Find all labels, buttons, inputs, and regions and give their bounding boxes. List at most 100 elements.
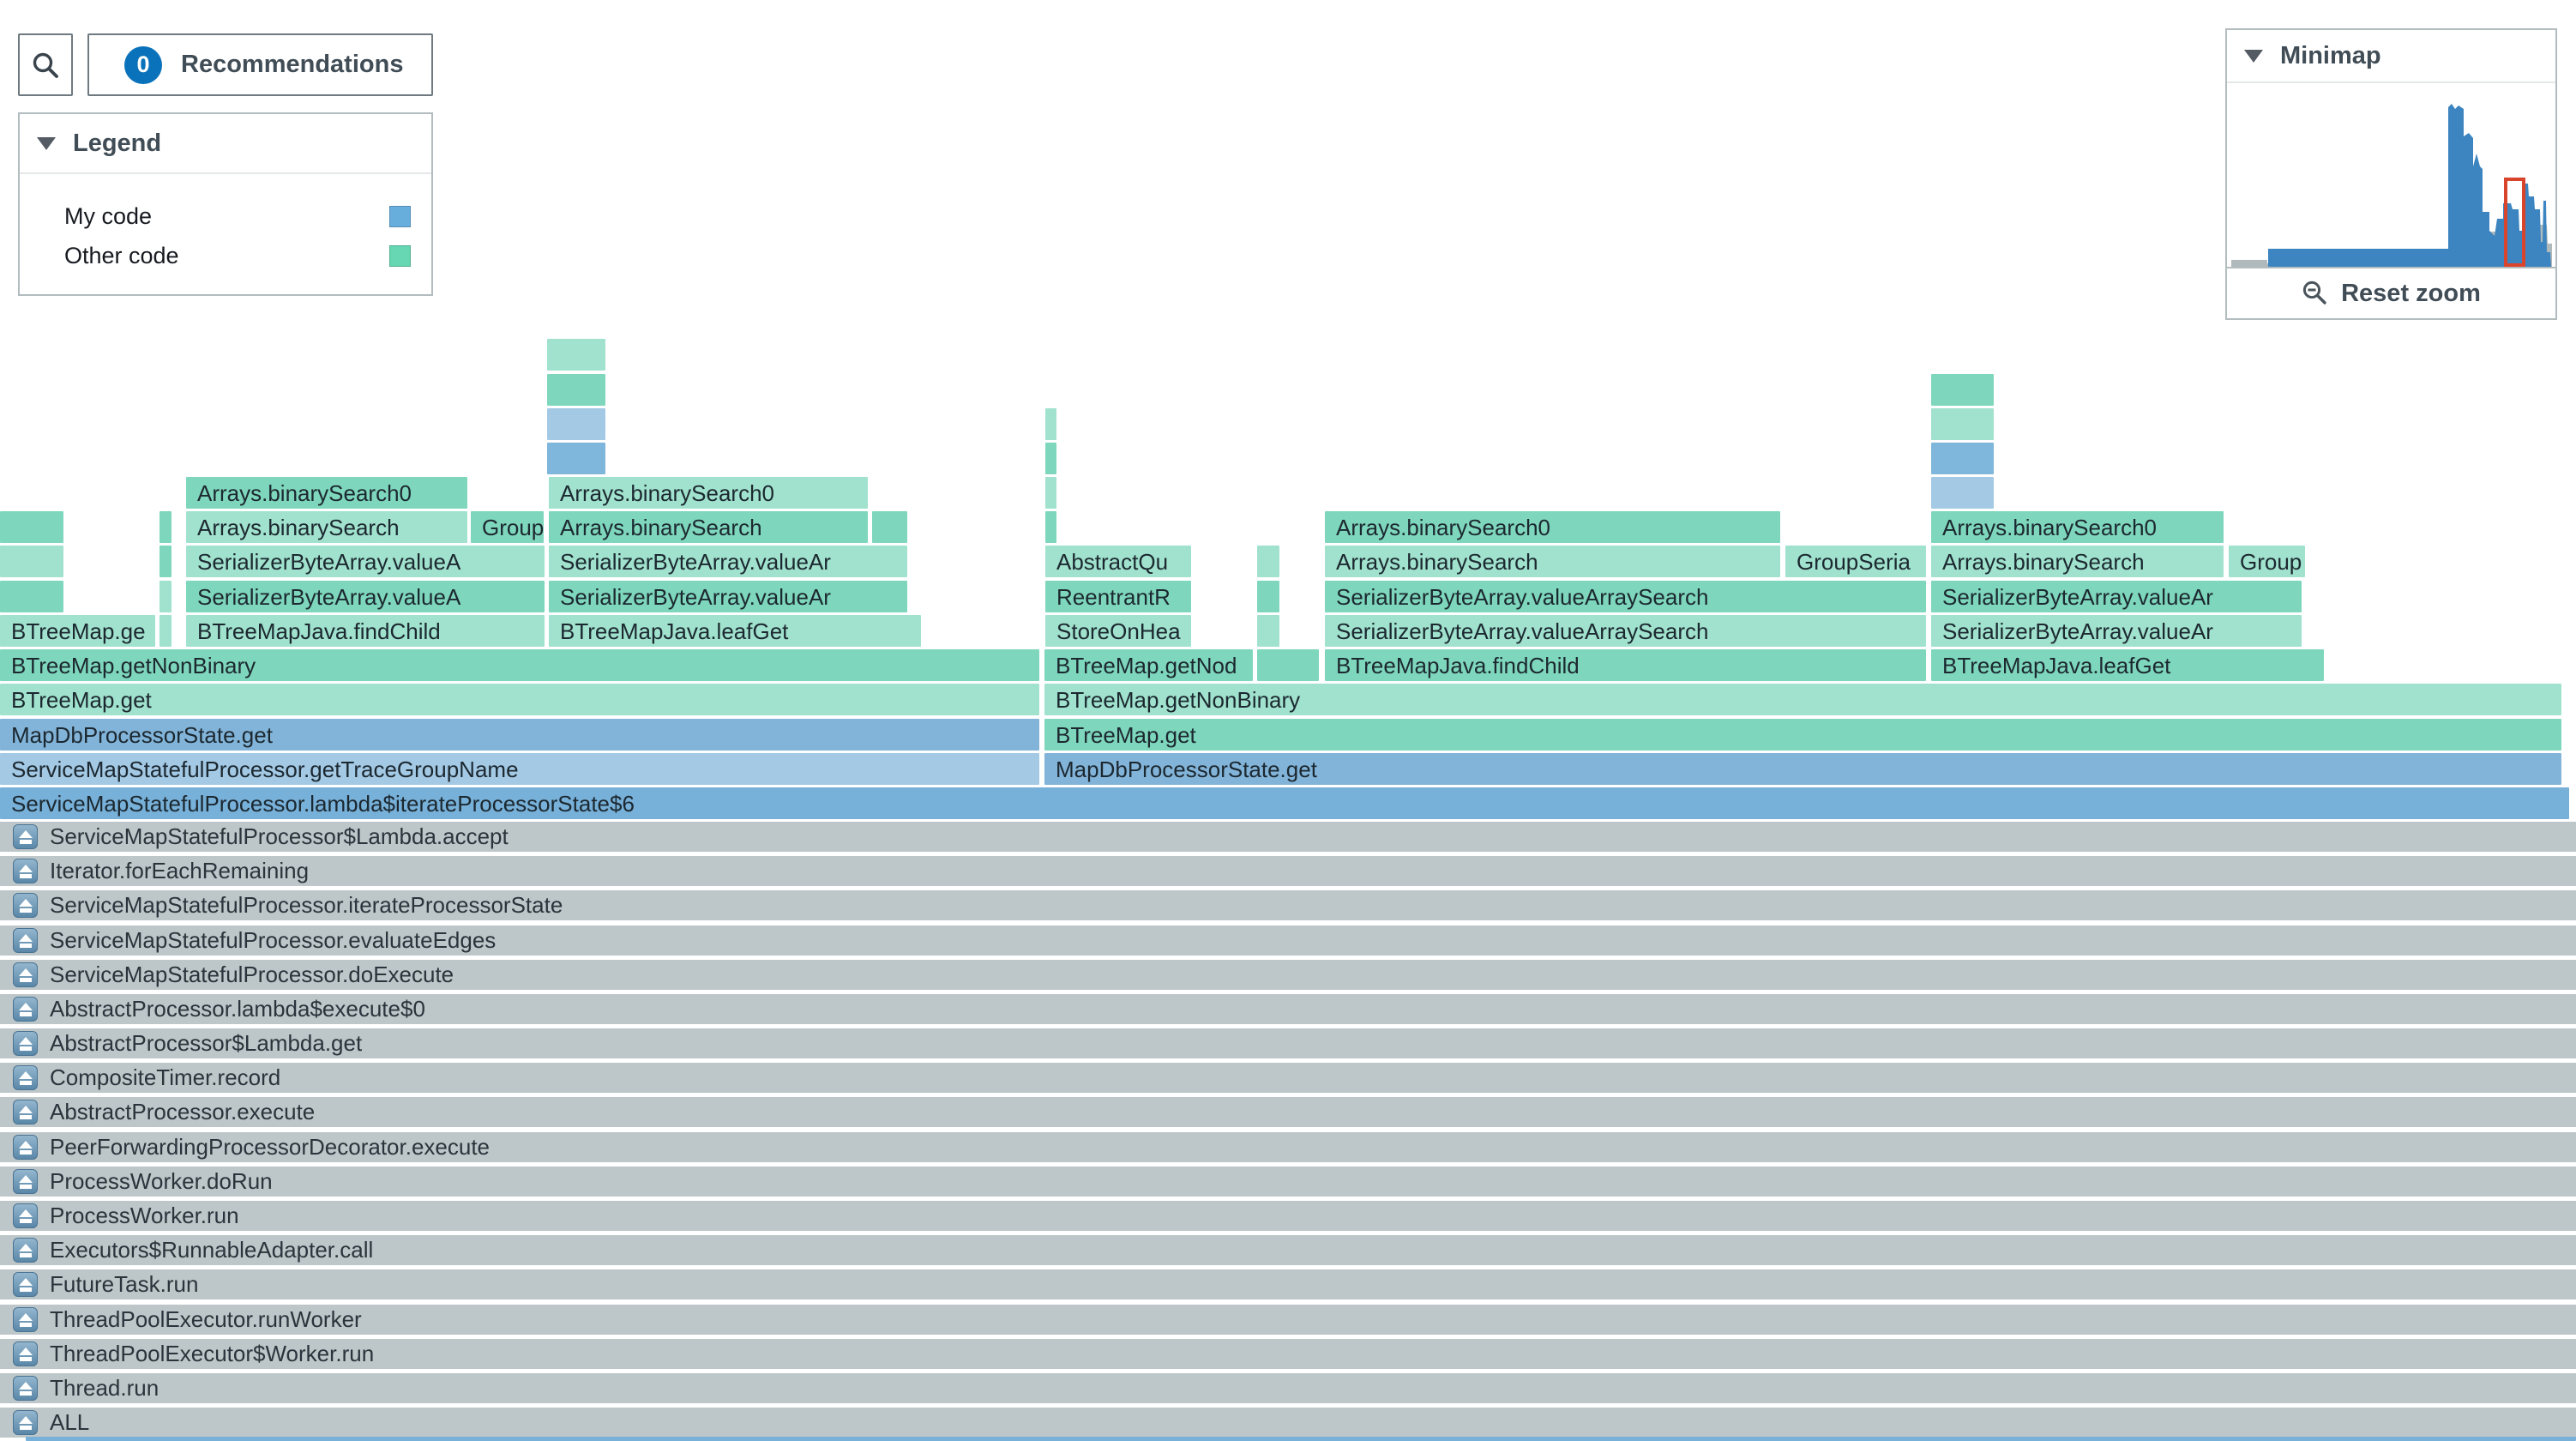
collapsed-stack-row[interactable]: Iterator.forEachRemaining <box>0 856 2576 886</box>
flame-cell[interactable]: Arrays.binarySearch <box>1325 546 1780 577</box>
minimap-collapse-toggle[interactable]: Minimap <box>2227 30 2555 81</box>
flame-cell[interactable] <box>1045 477 1056 509</box>
expand-up-icon[interactable] <box>13 1065 38 1090</box>
collapsed-stack-row[interactable]: ServiceMapStatefulProcessor.iterateProce… <box>0 890 2576 920</box>
collapsed-stack-row[interactable]: ALL <box>0 1408 2576 1438</box>
collapsed-stack-row[interactable]: AbstractProcessor.execute <box>0 1097 2576 1127</box>
expand-up-icon[interactable] <box>13 824 38 849</box>
minimap-chart[interactable] <box>2227 83 2555 267</box>
flame-cell[interactable] <box>1257 615 1279 647</box>
reset-zoom-button[interactable]: Reset zoom <box>2225 267 2557 320</box>
flame-cell[interactable] <box>547 374 605 406</box>
expand-up-icon[interactable] <box>13 1376 38 1401</box>
expand-up-icon[interactable] <box>13 893 38 918</box>
flame-cell[interactable] <box>159 546 172 577</box>
collapsed-stack-row[interactable]: ServiceMapStatefulProcessor.evaluateEdge… <box>0 925 2576 956</box>
expand-up-icon[interactable] <box>13 1031 38 1056</box>
flame-cell[interactable]: BTreeMapJava.leafGet <box>1931 649 2324 681</box>
collapsed-stack-row[interactable]: ThreadPoolExecutor$Worker.run <box>0 1339 2576 1369</box>
collapsed-stack-row[interactable]: ServiceMapStatefulProcessor$Lambda.accep… <box>0 822 2576 852</box>
collapsed-stack-row[interactable]: AbstractProcessor.lambda$execute$0 <box>0 994 2576 1024</box>
flame-cell[interactable]: BTreeMap.getNod <box>1044 649 1253 681</box>
flame-cell[interactable] <box>0 581 63 612</box>
flame-cell[interactable]: BTreeMap.ge <box>0 615 155 647</box>
flame-cell[interactable]: Group <box>2229 546 2305 577</box>
flame-cell[interactable]: BTreeMapJava.findChild <box>186 615 545 647</box>
flame-cell[interactable]: BTreeMap.get <box>1044 719 2561 751</box>
flame-cell[interactable]: Arrays.binarySearch <box>186 511 467 543</box>
flame-cell[interactable]: BTreeMap.getNonBinary <box>0 649 1039 681</box>
flame-cell[interactable] <box>1257 649 1319 681</box>
legend-collapse-toggle[interactable]: Legend <box>20 114 431 172</box>
flame-cell[interactable]: BTreeMapJava.findChild <box>1325 649 1926 681</box>
flame-cell[interactable] <box>1257 581 1279 612</box>
flame-cell[interactable] <box>0 546 63 577</box>
flame-cell[interactable]: SerializerByteArray.valueArraySearch <box>1325 615 1926 647</box>
flame-cell[interactable] <box>1045 443 1056 474</box>
flame-cell[interactable] <box>1931 374 1994 406</box>
flame-cell[interactable]: Arrays.binarySearch0 <box>1931 511 2224 543</box>
collapsed-stack-row[interactable]: Executors$RunnableAdapter.call <box>0 1235 2576 1265</box>
collapsed-stack-row[interactable]: PeerForwardingProcessorDecorator.execute <box>0 1132 2576 1162</box>
expand-up-icon[interactable] <box>13 1238 38 1263</box>
flame-cell[interactable]: StoreOnHea <box>1045 615 1191 647</box>
collapsed-stack-row[interactable]: ProcessWorker.run <box>0 1201 2576 1231</box>
flame-cell[interactable] <box>547 443 605 474</box>
flame-cell[interactable]: ReentrantR <box>1045 581 1191 612</box>
collapsed-stack-row[interactable]: ThreadPoolExecutor.runWorker <box>0 1305 2576 1335</box>
flame-cell[interactable]: Arrays.binarySearch0 <box>549 477 868 509</box>
flame-cell[interactable]: BTreeMap.get <box>0 684 1039 715</box>
flame-cell[interactable]: Arrays.binarySearch <box>1931 546 2224 577</box>
expand-up-icon[interactable] <box>13 1100 38 1124</box>
flame-cell[interactable]: SerializerByteArray.valueA <box>186 581 545 612</box>
flame-cell-clipped[interactable] <box>26 1437 2576 1441</box>
recommendations-button[interactable]: 0 Recommendations <box>87 33 433 96</box>
flame-cell[interactable] <box>159 511 172 543</box>
flame-cell[interactable] <box>547 339 605 371</box>
expand-up-icon[interactable] <box>13 997 38 1022</box>
flame-cell[interactable]: SerializerByteArray.valueAr <box>1931 581 2302 612</box>
flame-cell[interactable] <box>159 581 172 612</box>
collapsed-stack-row[interactable]: ServiceMapStatefulProcessor.doExecute <box>0 960 2576 990</box>
flame-cell[interactable] <box>1931 443 1994 474</box>
flame-cell[interactable]: AbstractQu <box>1045 546 1191 577</box>
flame-cell[interactable] <box>0 511 63 543</box>
flame-cell[interactable]: MapDbProcessorState.get <box>1044 753 2561 785</box>
minimap-selection-box[interactable] <box>2504 178 2525 267</box>
expand-up-icon[interactable] <box>13 1410 38 1435</box>
flame-cell[interactable]: Group <box>471 511 544 543</box>
expand-up-icon[interactable] <box>13 962 38 987</box>
flame-cell[interactable] <box>159 615 172 647</box>
collapsed-stack-row[interactable]: Thread.run <box>0 1373 2576 1403</box>
collapsed-stack-row[interactable]: AbstractProcessor$Lambda.get <box>0 1028 2576 1058</box>
expand-up-icon[interactable] <box>13 1307 38 1332</box>
flame-cell[interactable]: ServiceMapStatefulProcessor.lambda$itera… <box>0 787 2569 819</box>
flame-cell[interactable]: BTreeMapJava.leafGet <box>549 615 921 647</box>
expand-up-icon[interactable] <box>13 1135 38 1160</box>
expand-up-icon[interactable] <box>13 928 38 953</box>
collapsed-stack-row[interactable]: CompositeTimer.record <box>0 1063 2576 1093</box>
flame-cell[interactable]: GroupSeria <box>1785 546 1926 577</box>
flame-cell[interactable]: Arrays.binarySearch0 <box>186 477 467 509</box>
flame-cell[interactable] <box>872 511 907 543</box>
flame-cell[interactable]: Arrays.binarySearch0 <box>1325 511 1780 543</box>
flame-cell[interactable]: SerializerByteArray.valueA <box>186 546 545 577</box>
flame-cell[interactable] <box>547 408 605 440</box>
flame-cell[interactable]: MapDbProcessorState.get <box>0 719 1039 751</box>
expand-up-icon[interactable] <box>13 859 38 883</box>
flame-cell[interactable]: SerializerByteArray.valueArraySearch <box>1325 581 1926 612</box>
flame-cell[interactable]: SerializerByteArray.valueAr <box>1931 615 2302 647</box>
expand-up-icon[interactable] <box>13 1342 38 1366</box>
flame-cell[interactable] <box>1045 511 1056 543</box>
collapsed-stack-row[interactable]: ProcessWorker.doRun <box>0 1167 2576 1197</box>
flame-cell[interactable]: ServiceMapStatefulProcessor.getTraceGrou… <box>0 753 1039 785</box>
flame-cell[interactable] <box>1931 408 1994 440</box>
flame-cell[interactable] <box>1931 477 1994 509</box>
expand-up-icon[interactable] <box>13 1272 38 1297</box>
expand-up-icon[interactable] <box>13 1169 38 1194</box>
flame-cell[interactable]: SerializerByteArray.valueAr <box>549 581 907 612</box>
flame-cell[interactable] <box>1045 408 1056 440</box>
flame-cell[interactable]: SerializerByteArray.valueAr <box>549 546 907 577</box>
flame-cell[interactable]: Arrays.binarySearch <box>549 511 868 543</box>
flame-cell[interactable] <box>1257 546 1279 577</box>
